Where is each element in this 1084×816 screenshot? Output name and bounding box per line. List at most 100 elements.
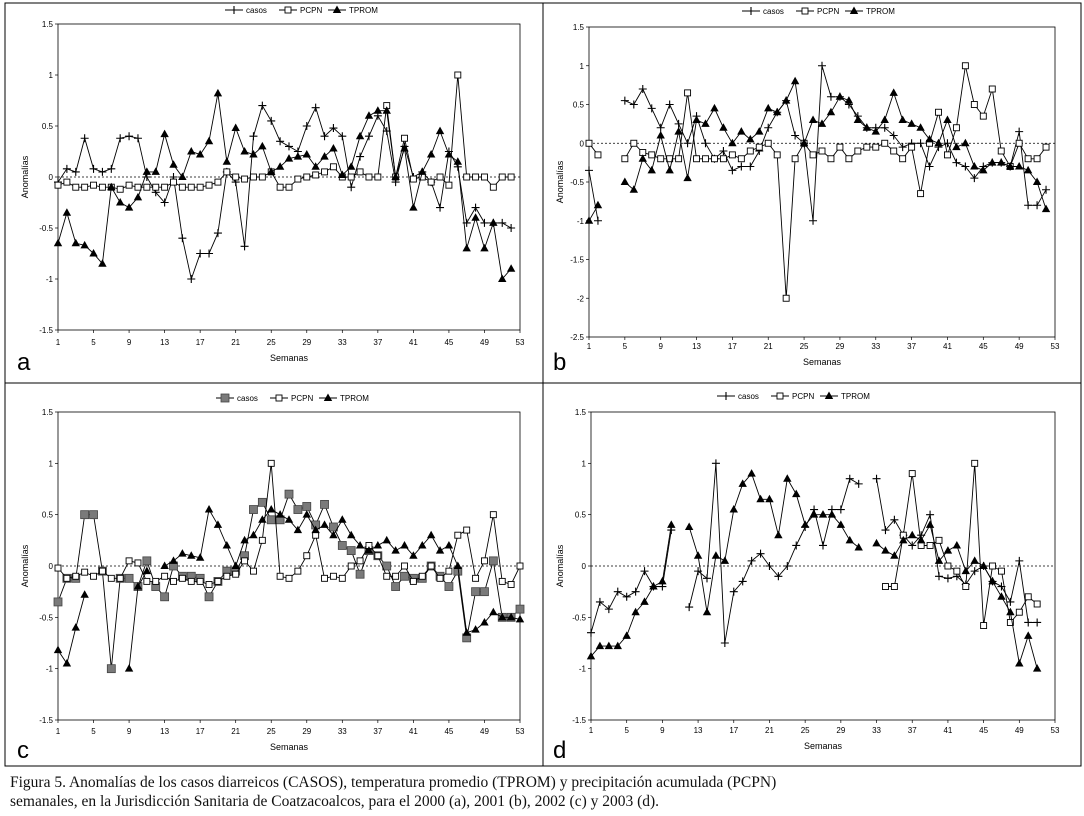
series-line-tprom [57, 93, 512, 281]
data-point-pcpn [935, 108, 942, 116]
data-point-tprom [151, 167, 160, 175]
data-point-tprom [871, 127, 880, 135]
x-tick-label: 13 [160, 727, 169, 736]
data-point-tprom [267, 505, 276, 513]
data-point-pcpn [998, 567, 1005, 575]
data-point-pcpn [427, 178, 435, 186]
legend-label-pcpn: PCPN [817, 7, 839, 16]
data-point-casos [631, 587, 640, 596]
data-point-pcpn [312, 531, 320, 539]
data-point-casos [791, 131, 800, 140]
data-point-pcpn [178, 183, 186, 191]
data-point-pcpn [971, 459, 979, 467]
data-point-tprom [338, 170, 347, 178]
data-point-tprom [613, 641, 622, 650]
data-point-casos [935, 572, 943, 581]
data-point-tprom [728, 138, 737, 147]
data-point-casos [249, 132, 258, 141]
data-point-pcpn [782, 294, 790, 302]
data-point-casos [178, 234, 187, 243]
x-tick-label: 25 [801, 726, 810, 735]
data-point-casos [62, 164, 71, 173]
y-tick-label: 0.5 [573, 101, 585, 110]
x-tick-label: 21 [231, 727, 240, 736]
data-point-casos [276, 137, 285, 146]
data-point-casos [703, 574, 711, 583]
data-point-tprom [249, 530, 258, 539]
legend-marker-pcpn [275, 394, 283, 402]
data-point-pcpn [267, 459, 275, 467]
legend-label-tprom: TPROM [340, 394, 369, 403]
data-point-tprom [471, 625, 480, 633]
x-tick-label: 1 [56, 727, 61, 736]
series-tprom [53, 505, 525, 672]
data-point-tprom [98, 259, 107, 267]
data-point-casos [480, 587, 489, 597]
data-point-pcpn [196, 183, 204, 191]
data-point-tprom [692, 115, 701, 123]
data-point-tprom [719, 123, 728, 131]
data-point-pcpn [125, 557, 133, 565]
x-tick-label: 33 [871, 342, 880, 351]
x-tick-label: 41 [409, 338, 418, 347]
data-point-casos [125, 132, 134, 141]
x-tick-label: 41 [943, 342, 952, 351]
data-point-casos [364, 132, 373, 141]
data-point-casos [160, 198, 169, 207]
data-point-pcpn [241, 557, 249, 565]
y-tick-label: -1.5 [570, 256, 584, 265]
data-point-pcpn [737, 155, 745, 163]
data-point-tprom [320, 152, 329, 160]
data-point-tprom [844, 96, 854, 104]
x-tick-label: 17 [196, 338, 205, 347]
data-point-tprom [302, 150, 311, 158]
data-point-casos [213, 229, 222, 238]
data-point-casos [826, 92, 835, 101]
data-point-pcpn [746, 147, 754, 155]
data-point-tprom [355, 131, 365, 140]
data-point-pcpn [401, 562, 408, 570]
data-point-pcpn [489, 183, 497, 191]
data-point-tprom [817, 119, 827, 127]
data-point-casos [595, 597, 604, 606]
data-point-casos [347, 183, 356, 192]
data-point-tprom [453, 561, 463, 569]
data-point-tprom [391, 172, 400, 180]
data-point-tprom [382, 535, 391, 544]
data-point-casos [1033, 201, 1042, 210]
data-point-tprom [124, 664, 134, 672]
data-point-tprom [880, 115, 889, 123]
figure-caption: Figura 5. Anomalías de los casos diarrei… [10, 773, 1074, 811]
data-point-tprom [755, 127, 764, 135]
data-point-casos [1042, 185, 1051, 194]
data-point-pcpn [134, 183, 142, 191]
data-point-casos [926, 510, 935, 519]
data-point-pcpn [392, 572, 400, 580]
data-point-tprom [329, 530, 338, 539]
data-point-casos [640, 567, 649, 576]
data-point-casos [970, 174, 979, 183]
data-point-pcpn [187, 577, 195, 585]
data-point-tprom [1006, 607, 1015, 616]
data-point-casos [629, 100, 638, 109]
y-tick-label: 1.5 [575, 408, 587, 417]
data-point-pcpn [321, 574, 328, 582]
data-point-casos [320, 499, 329, 509]
data-point-pcpn [205, 181, 213, 189]
series-tprom [586, 469, 1042, 672]
data-point-tprom [426, 530, 436, 539]
data-point-pcpn [223, 168, 231, 176]
data-point-pcpn [908, 143, 916, 151]
data-point-tprom [988, 158, 997, 166]
data-point-pcpn [882, 583, 889, 590]
y-tick-label: -0.5 [39, 613, 53, 622]
data-point-pcpn [693, 155, 700, 163]
chart-panel-c: -1.5 -1 -0.5 0 0.5 1 1.5 1 5 9 13 17 21 25 29 33 37 41 45 4… [17, 393, 525, 764]
x-tick-label: 37 [908, 726, 917, 735]
legend-label-tprom: TPROM [841, 392, 870, 401]
data-point-tprom [346, 530, 356, 539]
legend-marker-tprom [323, 393, 333, 401]
data-point-pcpn [329, 163, 337, 171]
data-point-tprom [667, 520, 676, 528]
data-point-tprom [409, 203, 418, 211]
